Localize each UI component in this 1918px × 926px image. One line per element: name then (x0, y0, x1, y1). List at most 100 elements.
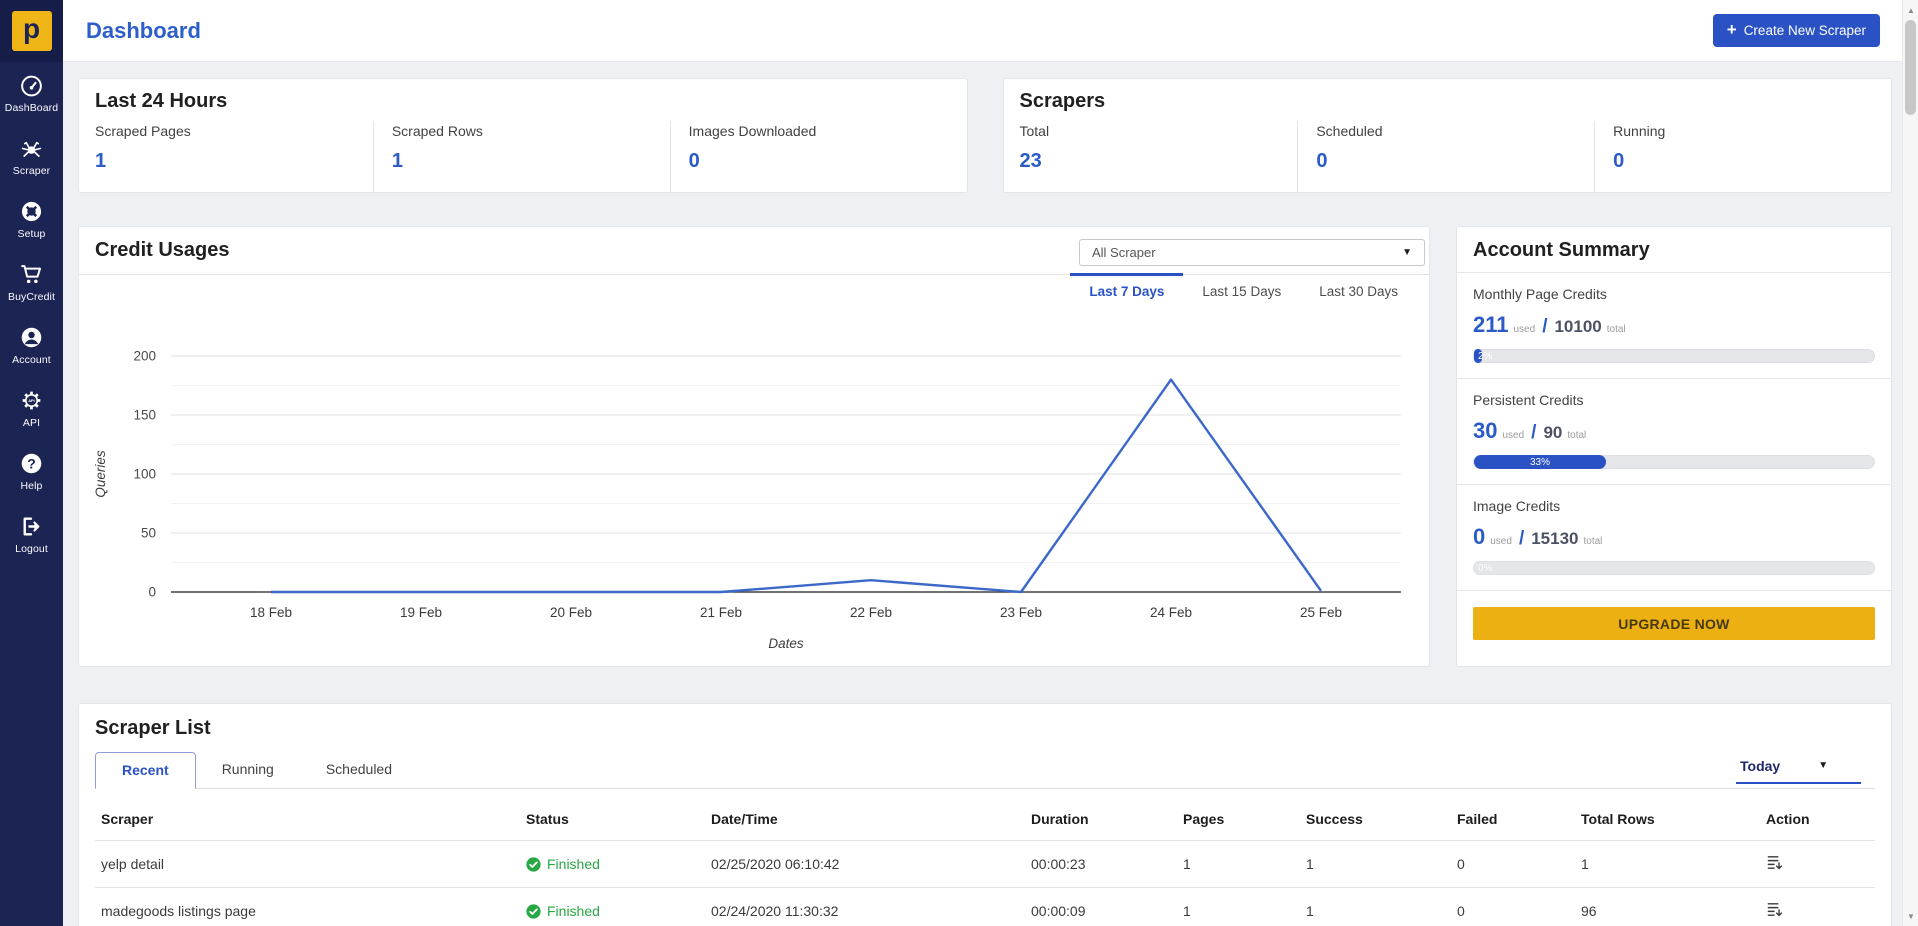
svg-text:23 Feb: 23 Feb (1000, 605, 1042, 620)
lifebuoy-icon (19, 199, 44, 224)
sidebar-item-help[interactable]: ? Help (0, 440, 63, 503)
scrapers-title: Scrapers (1019, 90, 1106, 112)
period-filter-underline (1736, 781, 1861, 784)
credit-section-label: Persistent Credits (1473, 392, 1584, 408)
credit-progress-fill (1474, 349, 1482, 363)
credit-section-label: Monthly Page Credits (1473, 286, 1607, 302)
pages-cell: 1 (1177, 887, 1300, 926)
total-rows-cell: 1 (1575, 840, 1760, 888)
svg-text:25 Feb: 25 Feb (1300, 605, 1342, 620)
scraper-name-link[interactable]: madegoods listings page (95, 887, 520, 926)
range-tab-last-15-days[interactable]: Last 15 Days (1202, 284, 1282, 299)
export-data-icon[interactable] (1766, 854, 1783, 871)
check-circle-icon (526, 856, 541, 872)
credits-total-suffix: total (1606, 324, 1626, 335)
plus-icon: + (1726, 20, 1737, 39)
caret-down-icon: ▼ (1818, 760, 1829, 771)
last-24-hours-card: Last 24 Hours Scraped Pages 1 Scraped Ro… (78, 78, 968, 193)
column-header-duration: Duration (1031, 811, 1089, 827)
credit-progress-fill (1474, 455, 1606, 469)
stat: Total 23 (1020, 121, 1298, 193)
svg-text:21 Feb: 21 Feb (700, 605, 742, 620)
credits-used-value: 30 (1473, 418, 1498, 443)
credits-total-value: 10100 (1554, 317, 1602, 336)
scraper-filter-select[interactable]: All Scraper ▼ (1079, 239, 1425, 266)
stat-label: Scheduled (1316, 123, 1383, 139)
export-data-icon[interactable] (1766, 901, 1783, 918)
credits-used-suffix: used (1490, 536, 1512, 547)
range-tab-last-7-days[interactable]: Last 7 Days (1070, 273, 1184, 306)
app-logo[interactable]: p (0, 0, 63, 62)
scrollbar-up-arrow[interactable]: ▲ (1907, 5, 1915, 15)
page-scrollbar[interactable]: ▲ ▼ (1902, 0, 1918, 926)
upgrade-now-button[interactable]: UPGRADE NOW (1473, 607, 1875, 640)
sidebar-item-api[interactable]: API API (0, 377, 63, 440)
scraper-list-tab-scheduled[interactable]: Scheduled (325, 761, 393, 777)
user-icon (19, 325, 44, 350)
sidebar-nav: DashBoard Scraper Setup BuyCredit Account API… (0, 62, 63, 566)
help-icon: ? (19, 451, 44, 476)
period-filter-button[interactable]: Today ▼ (1736, 758, 1861, 782)
middle-row: Credit Usages All Scraper ▼ Last 7 Days L… (78, 226, 1892, 667)
datetime-cell: 02/24/2020 11:30:32 (705, 887, 1025, 926)
credits-total-suffix: total (1567, 430, 1587, 441)
svg-text:0: 0 (148, 585, 156, 600)
status-cell: Finished (520, 887, 705, 926)
svg-text:18 Feb: 18 Feb (250, 605, 292, 620)
credits-total-value: 90 (1543, 423, 1563, 442)
sidebar-item-label: Setup (17, 228, 46, 240)
scrollbar-thumb[interactable] (1905, 20, 1916, 115)
scraper-list-card: Scraper List Recent Running Scheduled Toda… (78, 703, 1892, 926)
sidebar-item-label: API (22, 417, 41, 429)
credit-numbers: 30 used / 90 total (1473, 418, 1875, 444)
scraper-list-tab-recent[interactable]: Recent (95, 752, 196, 789)
top-bar: Dashboard + Create New Scraper (63, 0, 1902, 62)
table-row: madegoods listings page Finished 02/24/202… (95, 887, 1875, 926)
scraper-list-tab-running[interactable]: Running (221, 761, 274, 777)
sidebar-item-label: Help (20, 480, 43, 492)
sidebar-item-label: Account (12, 354, 51, 366)
scrollbar-down-arrow[interactable]: ▼ (1907, 911, 1915, 921)
credit-sections: Monthly Page Credits 211 used / 10100 to… (1457, 273, 1891, 591)
svg-text:API: API (28, 398, 35, 403)
sidebar: p DashBoard Scraper Setup BuyCredit Account A… (0, 0, 63, 926)
sidebar-item-label: DashBoard (4, 102, 59, 114)
svg-text:20 Feb: 20 Feb (550, 605, 592, 620)
sidebar-item-scraper[interactable]: Scraper (0, 125, 63, 188)
main-area: Dashboard + Create New Scraper Last 24 H… (63, 0, 1902, 926)
sidebar-item-buycredit[interactable]: BuyCredit (0, 251, 63, 314)
status-cell: Finished (520, 840, 705, 888)
column-header-action: Action (1766, 811, 1810, 827)
credit-usages-card: Credit Usages All Scraper ▼ Last 7 Days L… (78, 226, 1430, 667)
stat-value: 1 (391, 150, 403, 172)
stat: Scraped Pages 1 (95, 121, 373, 193)
svg-text:Queries: Queries (93, 450, 108, 498)
column-header-date-time: Date/Time (711, 811, 778, 827)
sidebar-item-setup[interactable]: Setup (0, 188, 63, 251)
credits-slash: / (1542, 316, 1548, 337)
scraper-name-link[interactable]: yelp detail (95, 840, 520, 888)
page-title: Dashboard (86, 17, 201, 43)
api-gear-icon: API (19, 388, 44, 413)
sidebar-item-dashboard[interactable]: DashBoard (0, 62, 63, 125)
cart-icon (19, 262, 44, 287)
credit-section: Monthly Page Credits 211 used / 10100 to… (1457, 273, 1891, 379)
total-rows-cell: 96 (1575, 887, 1760, 926)
last-24-hours-stats: Scraped Pages 1 Scraped Rows 1 Images Do… (95, 121, 967, 193)
range-tab-last-30-days[interactable]: Last 30 Days (1319, 284, 1398, 299)
account-summary-title: Account Summary (1457, 227, 1891, 273)
create-new-scraper-label: Create New Scraper (1743, 23, 1866, 38)
scraper-list-tabs: Recent Running Scheduled (95, 752, 418, 789)
credit-section: Persistent Credits 30 used / 90 total 33… (1457, 379, 1891, 485)
credits-total-value: 15130 (1531, 529, 1579, 548)
queries-line-chart: 0 50 100 150 200 18 Feb 19 Feb 20 Feb 21 Feb 22 F… (79, 306, 1429, 666)
column-header-pages: Pages (1183, 811, 1225, 827)
summary-row: Last 24 Hours Scraped Pages 1 Scraped Ro… (78, 78, 1892, 193)
column-header-status: Status (526, 811, 569, 827)
create-new-scraper-button[interactable]: + Create New Scraper (1712, 14, 1880, 47)
logout-icon (19, 514, 44, 539)
sidebar-item-account[interactable]: Account (0, 314, 63, 377)
table-row: yelp detail Finished 02/25/2020 06:10:42 00… (95, 840, 1875, 888)
sidebar-item-logout[interactable]: Logout (0, 503, 63, 566)
